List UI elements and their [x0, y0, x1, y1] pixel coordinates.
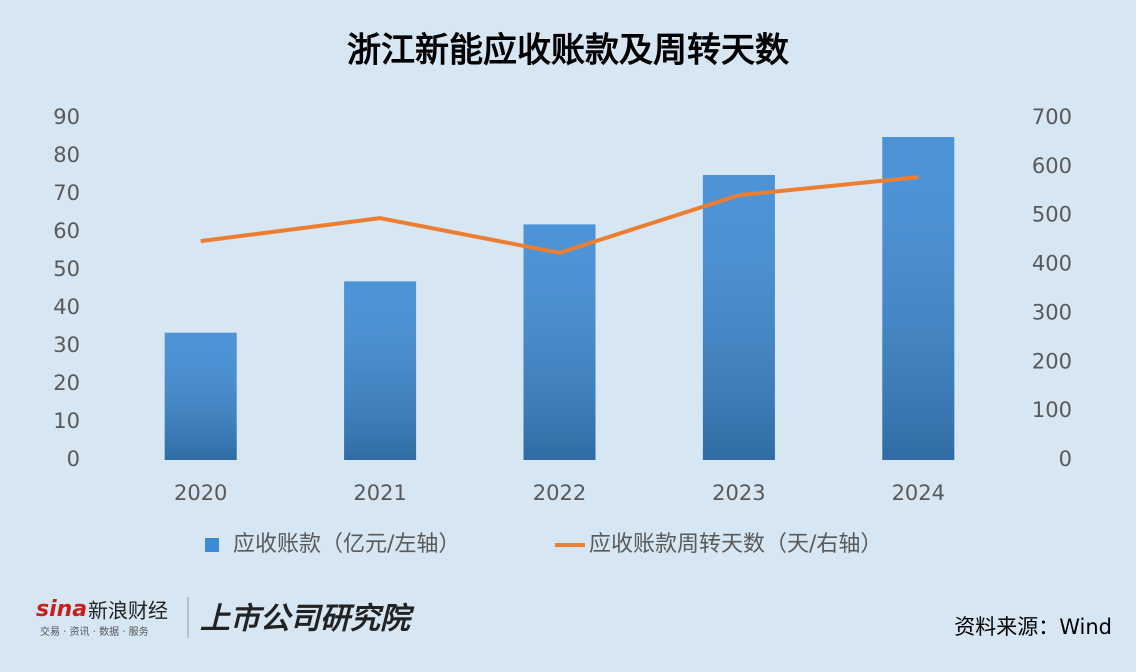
bar-shade — [702, 175, 775, 460]
y-tick-label: 80 — [53, 143, 80, 167]
bar-shade — [344, 281, 417, 460]
brand: 新浪财经 — [88, 599, 168, 623]
legend-label: 应收账款周转天数（天/右轴） — [589, 532, 882, 557]
y2-tick-label: 200 — [1032, 349, 1072, 373]
chart-title: 浙江新能应收账款及周转天数 — [347, 31, 789, 71]
bar-shade — [523, 224, 596, 460]
x-tick-label: 2023 — [712, 481, 765, 505]
brand-logo: sina — [36, 597, 87, 622]
x-tick-label: 2020 — [174, 481, 227, 505]
y-tick-label: 50 — [53, 257, 80, 281]
source: 资料来源：Wind — [954, 615, 1112, 639]
line — [200, 175, 919, 255]
y-tick-label: 70 — [53, 181, 80, 205]
legend-swatch — [205, 538, 219, 552]
y2-tick-label: 600 — [1032, 154, 1072, 178]
y-tick-label: 0 — [67, 447, 80, 471]
y2-tick-label: 400 — [1032, 252, 1072, 276]
y2-tick-label: 100 — [1032, 398, 1072, 422]
bar-shade — [164, 332, 237, 460]
y-tick-label: 90 — [53, 105, 80, 129]
legend-label: 应收账款（亿元/左轴） — [233, 532, 460, 557]
x-tick-label: 2022 — [533, 481, 586, 505]
y-tick-label: 30 — [53, 333, 80, 357]
y-tick-label: 20 — [53, 371, 80, 395]
x-tick-label: 2024 — [892, 481, 945, 505]
y-tick-label: 40 — [53, 295, 80, 319]
y2-tick-label: 500 — [1032, 203, 1072, 227]
brand-sub: 交易 · 资讯 · 数据 · 服务 — [40, 625, 149, 638]
y-tick-label: 60 — [53, 219, 80, 243]
bar-shade — [882, 137, 955, 460]
y2-tick-label: 700 — [1032, 105, 1072, 129]
institute: 上市公司研究院 — [200, 602, 415, 637]
x-tick-label: 2021 — [353, 481, 406, 505]
y2-tick-label: 0 — [1059, 447, 1072, 471]
y-tick-label: 10 — [53, 409, 80, 433]
y2-tick-label: 300 — [1032, 300, 1072, 324]
